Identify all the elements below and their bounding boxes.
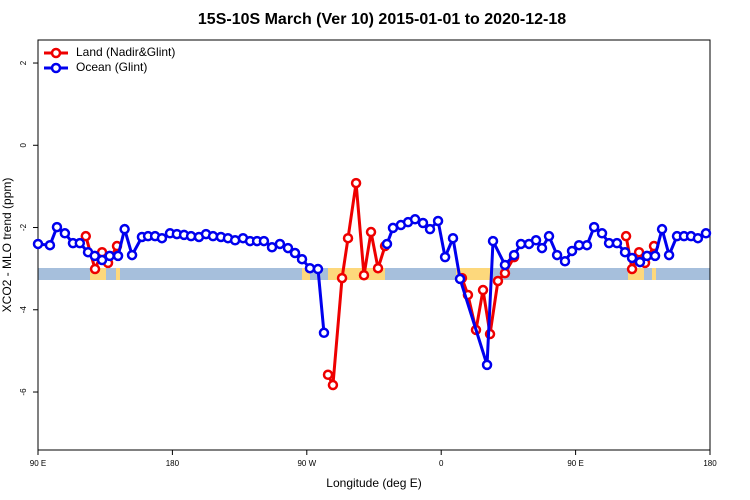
x-tick-label: 180	[166, 459, 180, 468]
legend-marker	[50, 62, 62, 74]
point	[312, 263, 324, 275]
y-tick-label: 2	[19, 60, 28, 65]
point	[89, 263, 101, 275]
point	[44, 239, 56, 251]
point	[112, 250, 124, 262]
point	[282, 242, 294, 254]
y-tick-label: -6	[19, 388, 28, 396]
x-tick-label: 90 E	[567, 459, 583, 468]
point	[626, 263, 638, 275]
point	[633, 246, 645, 258]
point	[424, 223, 436, 235]
point	[477, 284, 489, 296]
point	[258, 235, 270, 247]
point	[417, 217, 429, 229]
point	[656, 223, 668, 235]
point	[439, 251, 451, 263]
point	[318, 327, 330, 339]
point	[559, 255, 571, 267]
point	[89, 250, 100, 262]
legend-label: Land (Nadir&Glint)	[76, 45, 175, 59]
point	[588, 221, 600, 233]
point	[611, 237, 623, 249]
point	[32, 238, 44, 250]
point	[336, 272, 348, 284]
point	[126, 249, 138, 261]
point	[492, 275, 504, 287]
point	[296, 253, 308, 265]
point	[634, 256, 646, 268]
point	[487, 235, 499, 247]
point	[620, 230, 632, 242]
series-line	[84, 182, 656, 391]
point	[304, 262, 316, 274]
x-axis-label: Longitude (deg E)	[326, 476, 421, 490]
point	[156, 232, 168, 244]
point	[80, 230, 92, 242]
point	[454, 273, 466, 285]
point	[432, 215, 444, 227]
point	[481, 359, 493, 371]
point	[365, 226, 377, 238]
x-tick-label: 0	[439, 459, 444, 468]
y-tick-label: -2	[19, 223, 28, 231]
chart-title: 15S-10S March (Ver 10) 2015-01-01 to 202…	[198, 11, 566, 28]
land-band	[652, 268, 656, 280]
point	[649, 250, 661, 262]
point	[96, 254, 108, 266]
point	[342, 232, 354, 244]
x-tick-label: 90 E	[30, 459, 46, 468]
land-band	[116, 268, 120, 280]
point	[700, 228, 712, 239]
point	[59, 228, 71, 239]
point	[692, 232, 704, 244]
land-band	[302, 268, 310, 280]
point	[663, 249, 675, 261]
point	[543, 230, 555, 242]
point	[641, 250, 653, 262]
point	[358, 269, 370, 281]
point	[566, 245, 578, 257]
x-tick-label: 90 W	[297, 459, 316, 468]
point	[596, 228, 608, 239]
legend-marker	[50, 47, 62, 59]
point	[274, 238, 286, 250]
point	[372, 262, 384, 274]
point	[327, 379, 339, 391]
point	[350, 177, 362, 189]
point	[74, 237, 86, 249]
point	[551, 249, 563, 261]
point	[530, 235, 542, 246]
y-axis-label: XCO2 - MLO trend (ppm)	[0, 178, 14, 313]
point	[508, 249, 520, 261]
point	[322, 369, 334, 380]
point	[119, 223, 130, 235]
point	[515, 238, 527, 250]
point	[536, 242, 548, 254]
point	[104, 250, 115, 262]
point	[409, 214, 421, 225]
y-tick-label: 0	[19, 143, 28, 148]
point	[51, 221, 63, 233]
point	[447, 232, 459, 244]
point	[581, 239, 593, 251]
y-tick-label: -4	[19, 306, 28, 314]
legend-label: Ocean (Glint)	[76, 60, 147, 74]
x-tick-label: 180	[703, 459, 717, 468]
point	[289, 247, 301, 259]
point	[381, 238, 393, 250]
point	[499, 267, 511, 279]
point	[619, 246, 631, 258]
point	[626, 252, 638, 264]
point	[499, 259, 511, 271]
